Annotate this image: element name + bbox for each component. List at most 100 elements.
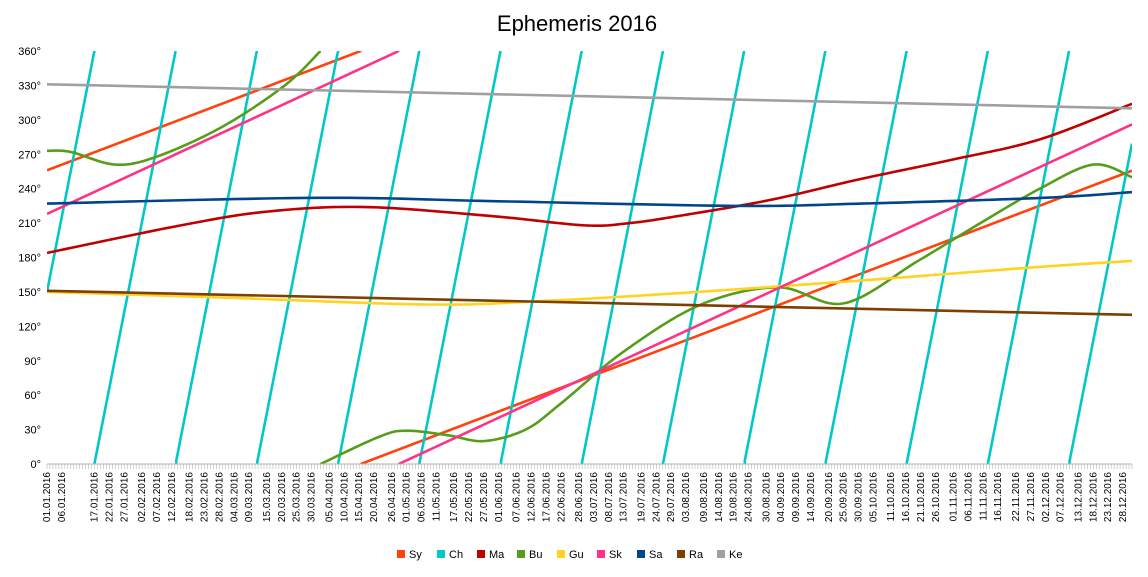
x-tick-label: 28.06.2016: [574, 472, 585, 522]
x-tick-label: 03.07.2016: [589, 472, 600, 522]
x-tick-label: 12.02.2016: [167, 472, 178, 522]
y-tick-label: 210°: [18, 218, 41, 230]
x-tick-label: 20.09.2016: [824, 472, 835, 522]
legend-swatch: [437, 550, 445, 558]
legend-swatch: [557, 550, 565, 558]
series-line: [47, 259, 1132, 306]
legend-label: Gu: [569, 549, 584, 561]
legend-swatch: [477, 550, 485, 558]
plot-area: 0° 30° 60° 90° 120° 150° 180° 210° 240° 270° 300° 3…: [18, 46, 1133, 522]
y-tick-label: 60°: [24, 390, 41, 402]
legend-label: Ke: [729, 549, 742, 561]
legend-item-ch: Ch: [437, 549, 463, 561]
series-line: [256, 51, 340, 464]
series-line: [824, 51, 909, 464]
x-tick-label: 21.10.2016: [916, 472, 927, 522]
y-tick-label: 180°: [18, 253, 41, 265]
legend-item-sy: Sy: [397, 549, 422, 561]
x-tick-label: 22.01.2016: [104, 472, 115, 522]
x-tick-label: 16.10.2016: [901, 472, 912, 522]
x-tick-label: 22.05.2016: [464, 472, 475, 522]
legend-swatch: [597, 550, 605, 558]
x-tick-label: 30.08.2016: [761, 472, 772, 522]
x-tick-label: 07.12.2016: [1056, 472, 1067, 522]
x-tick-label: 05.10.2016: [868, 472, 879, 522]
y-tick-label: 360°: [18, 46, 41, 58]
x-axis-minor-ticks: [46, 464, 1133, 469]
series-line: [175, 51, 259, 464]
legend-label: Ch: [449, 549, 463, 561]
series-line: [986, 51, 1071, 464]
x-tick-label: 03.08.2016: [681, 472, 692, 522]
legend-swatch: [677, 550, 685, 558]
x-tick-label: 01.05.2016: [402, 472, 413, 522]
series-line: [360, 169, 1132, 464]
x-tick-label: 26.04.2016: [387, 472, 398, 522]
x-tick-label: 19.07.2016: [637, 472, 648, 522]
x-tick-label: 05.04.2016: [324, 472, 335, 522]
x-tick-label: 11.10.2016: [886, 472, 897, 522]
series-line: [47, 82, 1132, 110]
x-tick-label: 01.01.2016: [42, 472, 53, 522]
x-tick-label: 04.03.2016: [229, 472, 240, 522]
x-tick-label: 23.02.2016: [200, 472, 211, 522]
x-tick-label: 28.02.2016: [214, 472, 225, 522]
series-line: [905, 51, 990, 464]
legend-item-ke: Ke: [717, 549, 742, 561]
x-tick-label: 22.11.2016: [1011, 472, 1022, 522]
series-line: [47, 190, 1132, 208]
x-tick-label: 18.12.2016: [1088, 472, 1099, 522]
x-tick-label: 26.10.2016: [931, 472, 942, 522]
x-tick-label: 17.06.2016: [541, 472, 552, 522]
x-tick-label: 25.03.2016: [292, 472, 303, 522]
y-tick-label: 300°: [18, 115, 41, 127]
x-tick-label: 30.03.2016: [307, 472, 318, 522]
legend-label: Ra: [689, 549, 704, 561]
legend-item-gu: Gu: [557, 549, 584, 561]
legend-swatch: [517, 550, 525, 558]
series-line: [319, 163, 1132, 464]
x-tick-label: 24.08.2016: [744, 472, 755, 522]
x-tick-label: 08.07.2016: [604, 472, 615, 522]
x-tick-label: 27.05.2016: [479, 472, 490, 522]
x-tick-label: 17.05.2016: [449, 472, 460, 522]
x-tick-label: 10.04.2016: [339, 472, 350, 522]
legend-swatch: [717, 550, 725, 558]
legend-item-bu: Bu: [517, 549, 542, 561]
series-line: [580, 51, 665, 464]
series-lines: [47, 51, 1132, 464]
x-tick-label: 28.12.2016: [1118, 472, 1129, 522]
y-tick-label: 270°: [18, 149, 41, 161]
legend-swatch: [397, 550, 405, 558]
series-line: [337, 51, 421, 464]
x-tick-label: 11.11.2016: [978, 472, 989, 521]
legend-item-ma: Ma: [477, 549, 505, 561]
x-tick-label: 13.07.2016: [619, 472, 630, 522]
x-tick-label: 20.03.2016: [277, 472, 288, 522]
x-tick-label: 09.08.2016: [699, 472, 710, 522]
x-tick-label: 01.11.2016: [949, 472, 960, 522]
x-tick-label: 27.01.2016: [119, 472, 130, 522]
series-line: [47, 51, 322, 167]
x-tick-label: 11.05.2016: [431, 472, 442, 522]
series-line: [47, 51, 96, 293]
x-tick-label: 15.03.2016: [262, 472, 273, 522]
series-line: [661, 51, 746, 464]
x-tick-label: 13.12.2016: [1073, 472, 1084, 522]
x-tick-label: 09.03.2016: [244, 472, 255, 522]
x-tick-label: 02.12.2016: [1041, 472, 1052, 522]
series-line: [397, 123, 1132, 464]
y-tick-label: 240°: [18, 184, 41, 196]
x-tick-label: 17.01.2016: [90, 472, 101, 522]
legend-label: Bu: [529, 549, 542, 561]
chart-title: Ephemeris 2016: [497, 11, 657, 36]
y-tick-label: 30°: [24, 425, 41, 437]
x-tick-label: 23.12.2016: [1103, 472, 1114, 522]
x-tick-label: 06.01.2016: [57, 472, 68, 522]
legend-item-ra: Ra: [677, 549, 704, 561]
x-tick-label: 07.02.2016: [152, 472, 163, 522]
x-tick-label: 04.09.2016: [776, 472, 787, 522]
legend-label: Ma: [489, 549, 505, 561]
x-tick-label: 20.04.2016: [369, 472, 380, 522]
